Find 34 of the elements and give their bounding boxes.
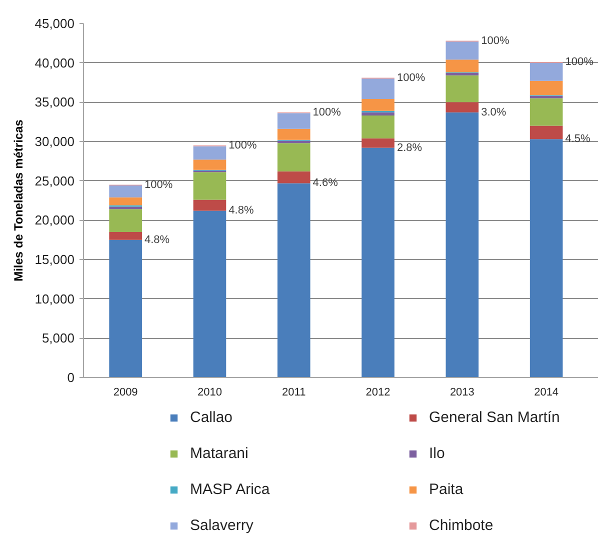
annotation: 100% [396, 72, 426, 84]
legend-label: Salaverry [190, 516, 254, 534]
x-tick-label: 2013 [450, 386, 474, 398]
y-tick-label: 30,000 [34, 134, 75, 149]
annotation: 100% [312, 106, 342, 118]
annotation: 4.8% [144, 234, 170, 246]
y-axis-title: Miles de Toneladas métricas [12, 119, 26, 282]
x-tick-label: 2009 [113, 386, 138, 398]
legend-label: Callao [190, 408, 233, 426]
y-tick-label: 25,000 [34, 173, 75, 188]
annotation: 4.8% [228, 204, 254, 217]
annotation: 3.0% [481, 106, 506, 118]
y-tick-label: 40,000 [34, 55, 75, 70]
annotation: 2.8% [396, 142, 422, 154]
legend-label: Chimbote [429, 516, 494, 534]
legend-label: MASP Arica [190, 480, 270, 498]
y-tick-label: 45,000 [34, 16, 75, 31]
legend-label: Matarani [190, 444, 248, 462]
annotation: 100% [481, 34, 510, 47]
y-tick-label: 20,000 [34, 212, 75, 228]
legend-label: Paita [429, 480, 464, 498]
y-tick-label: 10,000 [34, 291, 75, 306]
legend-label: Ilo [429, 444, 446, 462]
x-tick-label: 2011 [282, 386, 306, 398]
x-tick-label: 2010 [197, 386, 222, 398]
annotation: 100% [228, 139, 258, 152]
annotation: 100% [144, 178, 173, 191]
legend-label: General San Martín [429, 408, 560, 426]
y-tick-label: 0 [67, 370, 75, 385]
y-tick-label: 35,000 [34, 94, 75, 110]
x-tick-label: 2014 [534, 386, 559, 398]
y-tick-label: 15,000 [34, 252, 75, 267]
x-tick-label: 2012 [366, 386, 390, 398]
y-tick-label: 5,000 [42, 330, 75, 346]
